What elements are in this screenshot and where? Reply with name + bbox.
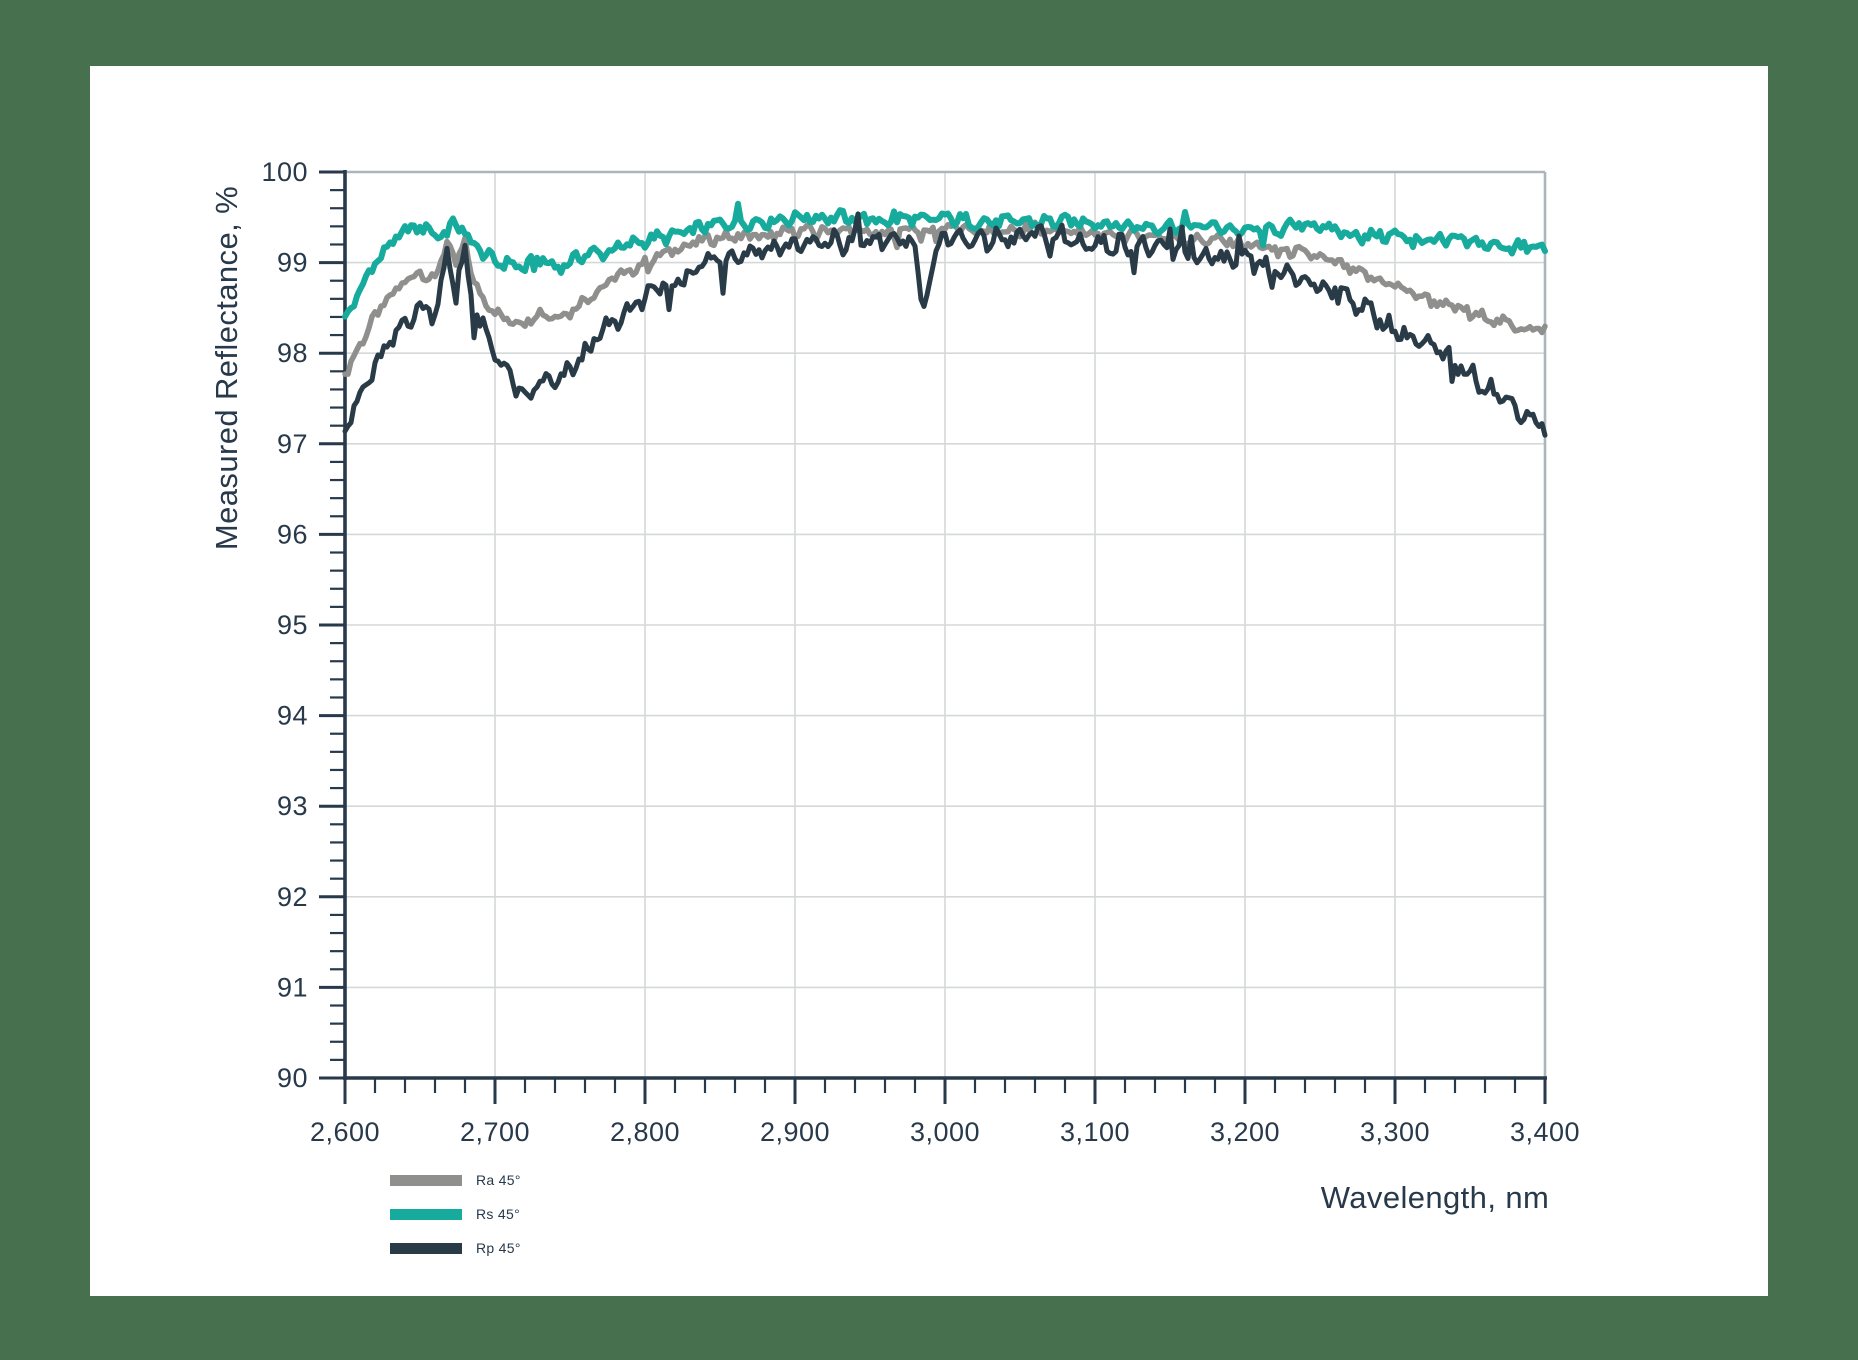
y-tick-label: 96 [277,519,308,549]
series-path-0 [342,219,1548,377]
x-tick-label: 2,700 [460,1117,530,1147]
y-tick-label: 90 [277,1063,308,1093]
legend-label-rp: Rp 45° [476,1240,521,1256]
x-tick-label: 2,900 [760,1117,830,1147]
x-tick-label: 3,400 [1510,1117,1580,1147]
legend-item-rp: Rp 45° [390,1240,521,1256]
legend-label-ra: Ra 45° [476,1172,521,1188]
x-tick-label: 2,800 [610,1117,680,1147]
y-tick-label: 91 [277,972,308,1002]
y-tick-label: 97 [277,429,308,459]
y-axis-title: Measured Reflectance, % [209,185,244,551]
legend-item-rs: Rs 45° [390,1206,521,1222]
series-path-2 [342,211,1548,438]
x-tick-label: 3,100 [1060,1117,1130,1147]
legend-swatch-ra [390,1174,462,1186]
y-tick-label: 95 [277,610,308,640]
legend-item-ra: Ra 45° [390,1172,521,1188]
y-tick-label: 98 [277,338,308,368]
chart-legend: Ra 45° Rs 45° Rp 45° [390,1172,521,1256]
legend-label-rs: Rs 45° [476,1206,520,1222]
x-tick-label: 3,000 [910,1117,980,1147]
series-path-1 [342,200,1548,320]
y-tick-label: 94 [277,701,308,731]
x-tick-label: 3,300 [1360,1117,1430,1147]
y-tick-label: 93 [277,791,308,821]
x-axis-title: Wavelength, nm [1320,1180,1550,1215]
x-tick-label: 2,600 [310,1117,380,1147]
legend-swatch-rp [390,1242,462,1254]
x-tick-label: 3,200 [1210,1117,1280,1147]
y-tick-label: 100 [261,157,308,187]
y-tick-label: 92 [277,882,308,912]
y-tick-label: 99 [277,248,308,278]
legend-swatch-rs [390,1208,462,1220]
